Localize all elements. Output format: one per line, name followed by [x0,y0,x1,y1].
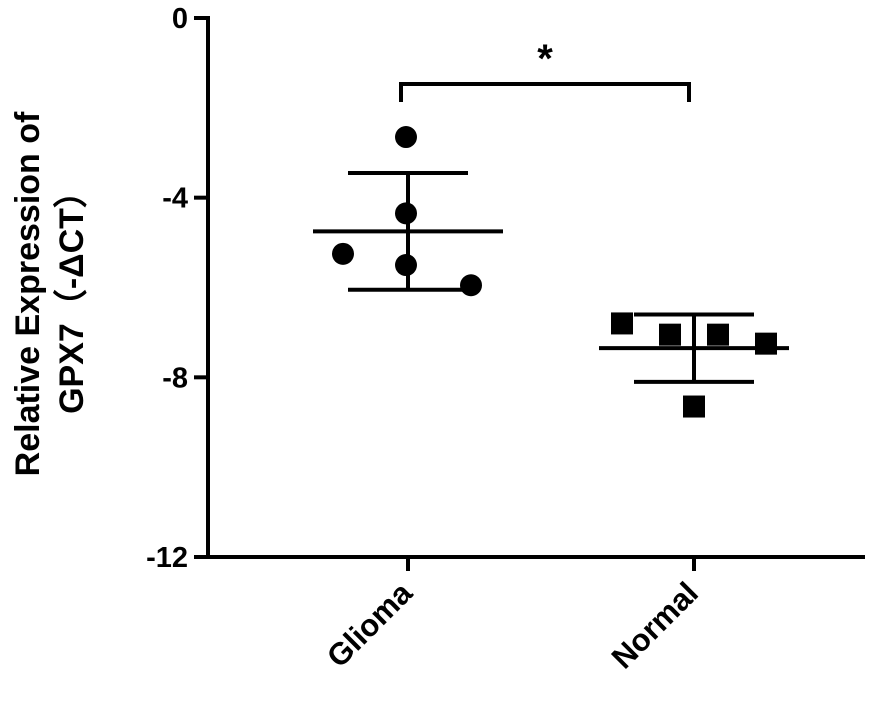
y-tick-label: -4 [162,183,188,215]
y-tick-label: 0 [172,3,188,35]
data-points [332,126,777,418]
significance-bracket: * [399,37,691,102]
y-tick-label: -12 [146,542,188,574]
x-tick-label: Normal [605,575,705,675]
data-point-square [659,323,681,346]
data-point-circle [395,202,417,225]
significance-bracket-line [399,82,691,102]
data-point-circle [460,274,482,297]
data-point-square [611,312,633,335]
significance-label: * [537,37,553,81]
data-point-circle [332,242,354,265]
data-point-square [707,323,729,346]
x-tick-label: Glioma [320,575,420,675]
y-tick-label: -8 [162,362,188,394]
axes [206,16,865,559]
error-bars [313,170,789,384]
y-axis-label: Relative Expression of GPX7（-ΔCT） [9,111,91,476]
y-axis-label-line1: Relative Expression of [9,111,47,476]
y-axis-label-line2: GPX7（-ΔCT） [52,174,91,414]
data-point-square [683,395,705,418]
y-axis-ticks: 0 -4 -8 -12 [146,3,208,574]
data-point-circle [395,126,417,149]
x-axis-ticks: Glioma Normal [320,557,705,675]
data-point-circle [395,254,417,277]
data-point-square [755,332,777,355]
